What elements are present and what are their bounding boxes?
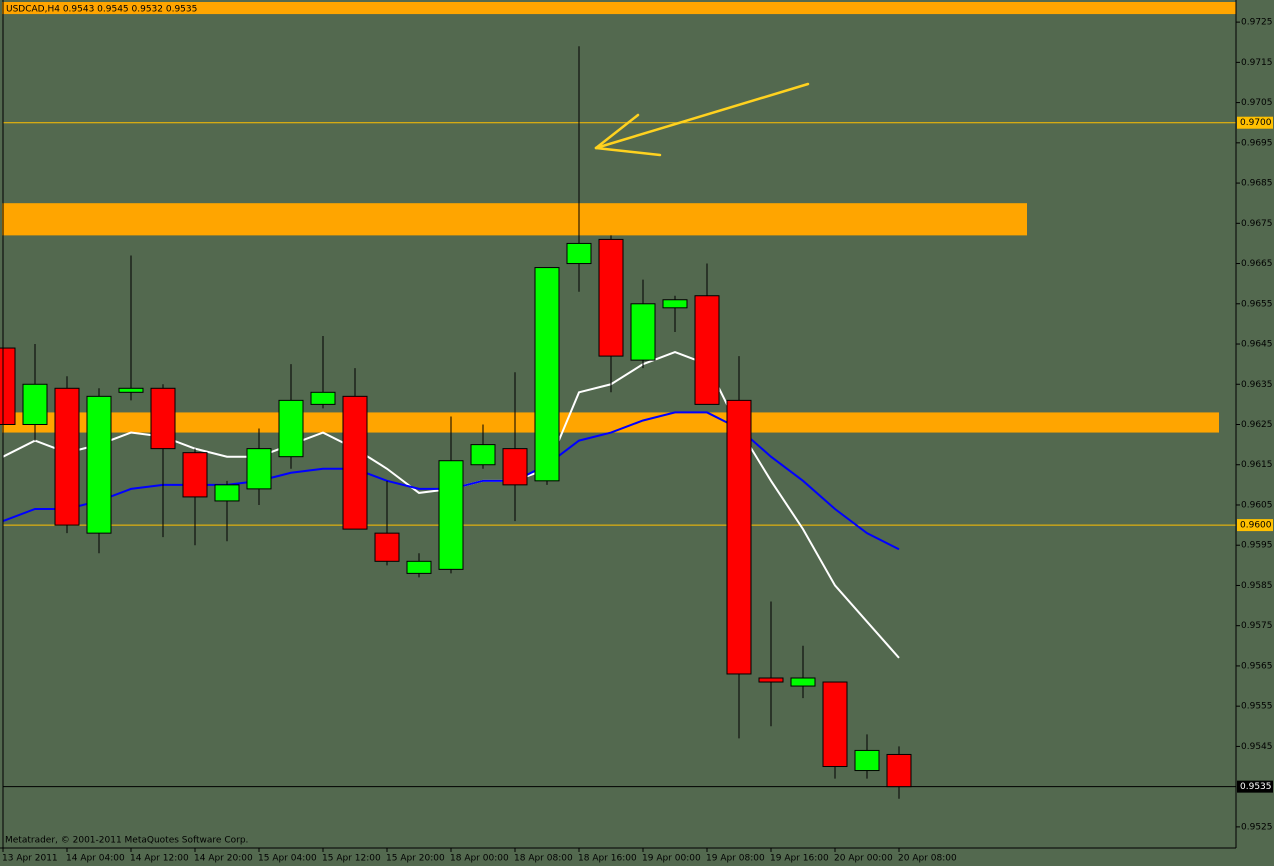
y-tick-label: 0.9575 (1241, 621, 1273, 631)
y-tick-label: 0.9615 (1241, 460, 1273, 470)
drawn-arrow (594, 82, 810, 157)
y-tick-label: 0.9675 (1241, 219, 1273, 229)
zone (2, 2, 1236, 15)
candle-body (118, 387, 144, 393)
y-tick-label: 0.9705 (1241, 98, 1273, 108)
candle-body (342, 395, 368, 530)
x-tick-label: 19 Apr 00:00 (642, 854, 701, 864)
candle-body (214, 484, 240, 502)
x-tick-label: 20 Apr 08:00 (898, 854, 957, 864)
candle-body (854, 749, 880, 772)
candle-body (566, 242, 592, 265)
candle-body (438, 460, 464, 570)
candle-body (246, 448, 272, 490)
y-tick-label: 0.9625 (1241, 420, 1273, 430)
x-tick-label: 18 Apr 16:00 (578, 854, 637, 864)
candle-body (886, 753, 912, 788)
y-tick-label: 0.9665 (1241, 259, 1273, 269)
current-price-box (1237, 780, 1273, 793)
y-tick-label: 0.9555 (1241, 702, 1273, 712)
y-tick-label: 0.9545 (1241, 742, 1273, 752)
level-label-box (1237, 519, 1273, 532)
candle-body (182, 452, 208, 498)
y-tick-label: 0.9585 (1241, 581, 1273, 591)
candle-body (310, 391, 336, 405)
candle-body (406, 560, 432, 574)
candle-body (502, 448, 528, 486)
candle-body (630, 303, 656, 361)
x-tick-label: 15 Apr 20:00 (386, 854, 445, 864)
candle-body (470, 444, 496, 466)
candle-body (662, 299, 688, 309)
candle-body (726, 399, 752, 675)
x-tick-label: 15 Apr 04:00 (258, 854, 317, 864)
candle-body (22, 383, 48, 425)
y-tick-label: 0.9645 (1241, 340, 1273, 350)
x-tick-label: 20 Apr 00:00 (834, 854, 893, 864)
current-price-label: 0.9535 (1240, 782, 1272, 792)
level-label-box (1237, 116, 1273, 129)
y-tick-label: 0.9695 (1241, 138, 1273, 148)
candle-body (694, 295, 720, 405)
y-tick-label: 0.9725 (1241, 18, 1273, 28)
candle-body (534, 267, 560, 482)
y-tick-label: 0.9655 (1241, 299, 1273, 309)
arrow-head (594, 113, 640, 150)
arrow-shaft (594, 82, 810, 150)
x-tick-label: 19 Apr 08:00 (706, 854, 765, 864)
y-tick-label: 0.9715 (1241, 58, 1273, 68)
candle-body (822, 681, 848, 768)
candle-body (86, 395, 112, 534)
x-tick-label: 15 Apr 12:00 (322, 854, 381, 864)
level-label: 0.9600 (1240, 521, 1272, 531)
candle-body (278, 399, 304, 458)
level-label: 0.9700 (1240, 118, 1272, 128)
candle-body (374, 532, 400, 562)
x-tick-label: 14 Apr 12:00 (130, 854, 189, 864)
x-tick-label: 13 Apr 2011 (2, 854, 58, 864)
x-tick-label: 18 Apr 08:00 (514, 854, 573, 864)
y-tick-label: 0.9525 (1241, 822, 1273, 832)
y-tick-label: 0.9605 (1241, 500, 1273, 510)
x-tick-label: 19 Apr 16:00 (770, 854, 829, 864)
chart-title: USDCAD,H4 0.9543 0.9545 0.9532 0.9535 (6, 5, 197, 15)
x-tick-label: 14 Apr 04:00 (66, 854, 125, 864)
x-tick-label: 18 Apr 00:00 (450, 854, 509, 864)
zone (2, 412, 1219, 433)
zone (2, 203, 1027, 236)
y-tick-label: 0.9685 (1241, 179, 1273, 189)
candle-body (150, 387, 176, 450)
candle-body (598, 238, 624, 357)
candle-body (0, 347, 16, 425)
x-tick-label: 14 Apr 20:00 (194, 854, 253, 864)
y-tick-label: 0.9565 (1241, 661, 1273, 671)
y-tick-label: 0.9635 (1241, 380, 1273, 390)
footer: Metatrader, © 2001-2011 MetaQuotes Softw… (5, 836, 248, 846)
y-tick-label: 0.9595 (1241, 541, 1273, 551)
candle-body (54, 387, 80, 526)
candle-body (758, 677, 784, 683)
arrow-head (594, 146, 662, 157)
candle-body (790, 677, 816, 687)
